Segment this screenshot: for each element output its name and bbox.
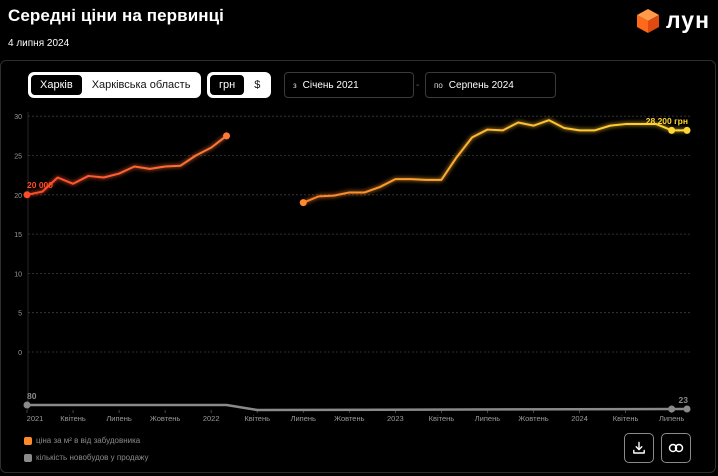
region-tab-oblast[interactable]: Харківська область: [91, 79, 191, 91]
date-separator: -: [416, 80, 420, 91]
region-tab-city[interactable]: Харків: [30, 74, 83, 96]
date-from-value: Січень 2021: [302, 79, 359, 91]
legend-label-price: ціна за м² в від забудовника: [36, 436, 141, 445]
currency-tab-uah[interactable]: грн: [209, 74, 246, 96]
chart-panel: [0, 60, 716, 473]
page-title: Середні ціни на первинці: [8, 6, 224, 25]
cube-logo-icon: [637, 8, 659, 33]
download-button[interactable]: [624, 433, 654, 463]
download-icon: [633, 441, 645, 454]
legend-item-price: ціна за м² в від забудовника: [24, 436, 140, 445]
date-to-field[interactable]: по Серпень 2024: [425, 72, 556, 98]
currency-toggle: грн $: [207, 72, 272, 98]
report-date: 4 липня 2024: [8, 38, 70, 49]
region-toggle: Харків Харківська область: [28, 72, 202, 98]
logo: лун: [636, 7, 710, 34]
date-from-field[interactable]: з Січень 2021: [284, 72, 414, 98]
currency-tab-usd[interactable]: $: [254, 79, 261, 91]
legend-swatch-price: [24, 436, 32, 445]
date-to-prefix: по: [434, 80, 443, 90]
legend-item-projects: кількість новобудов у продажу: [24, 453, 149, 462]
copy-link-button[interactable]: [661, 433, 691, 463]
legend-swatch-projects: [24, 453, 32, 462]
legend-label-projects: кількість новобудов у продажу: [36, 453, 149, 462]
link-icon: [668, 443, 684, 453]
date-to-value: Серпень 2024: [448, 79, 514, 91]
logo-text: лун: [666, 7, 710, 33]
date-from-prefix: з: [293, 80, 297, 90]
